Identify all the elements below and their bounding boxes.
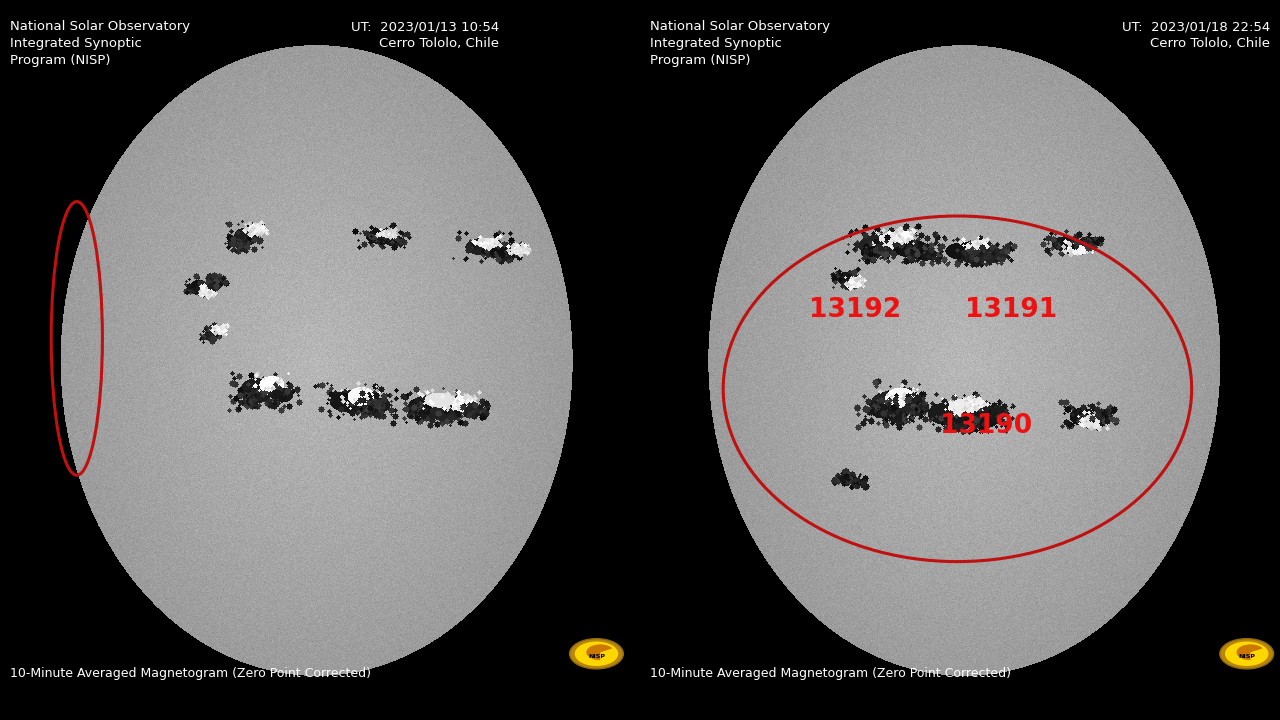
Text: 13191: 13191 [965,297,1057,323]
Circle shape [1225,642,1268,666]
Circle shape [1220,639,1274,669]
Text: 13190: 13190 [940,413,1032,439]
Text: NISP: NISP [588,654,605,659]
Text: 13192: 13192 [809,297,901,323]
Wedge shape [1236,644,1263,660]
Text: 10-Minute Averaged Magnetogram (Zero Point Corrected): 10-Minute Averaged Magnetogram (Zero Poi… [650,667,1011,680]
Text: 10-Minute Averaged Magnetogram (Zero Point Corrected): 10-Minute Averaged Magnetogram (Zero Poi… [10,667,371,680]
Circle shape [570,639,623,669]
Circle shape [575,642,618,666]
Text: UT:  2023/01/13 10:54
Cerro Tololo, Chile: UT: 2023/01/13 10:54 Cerro Tololo, Chile [351,20,499,50]
Text: NISP: NISP [1238,654,1256,659]
Text: National Solar Observatory
Integrated Synoptic
Program (NISP): National Solar Observatory Integrated Sy… [10,20,191,67]
Text: UT:  2023/01/18 22:54
Cerro Tololo, Chile: UT: 2023/01/18 22:54 Cerro Tololo, Chile [1121,20,1270,50]
Wedge shape [586,644,613,660]
Text: National Solar Observatory
Integrated Synoptic
Program (NISP): National Solar Observatory Integrated Sy… [650,20,831,67]
